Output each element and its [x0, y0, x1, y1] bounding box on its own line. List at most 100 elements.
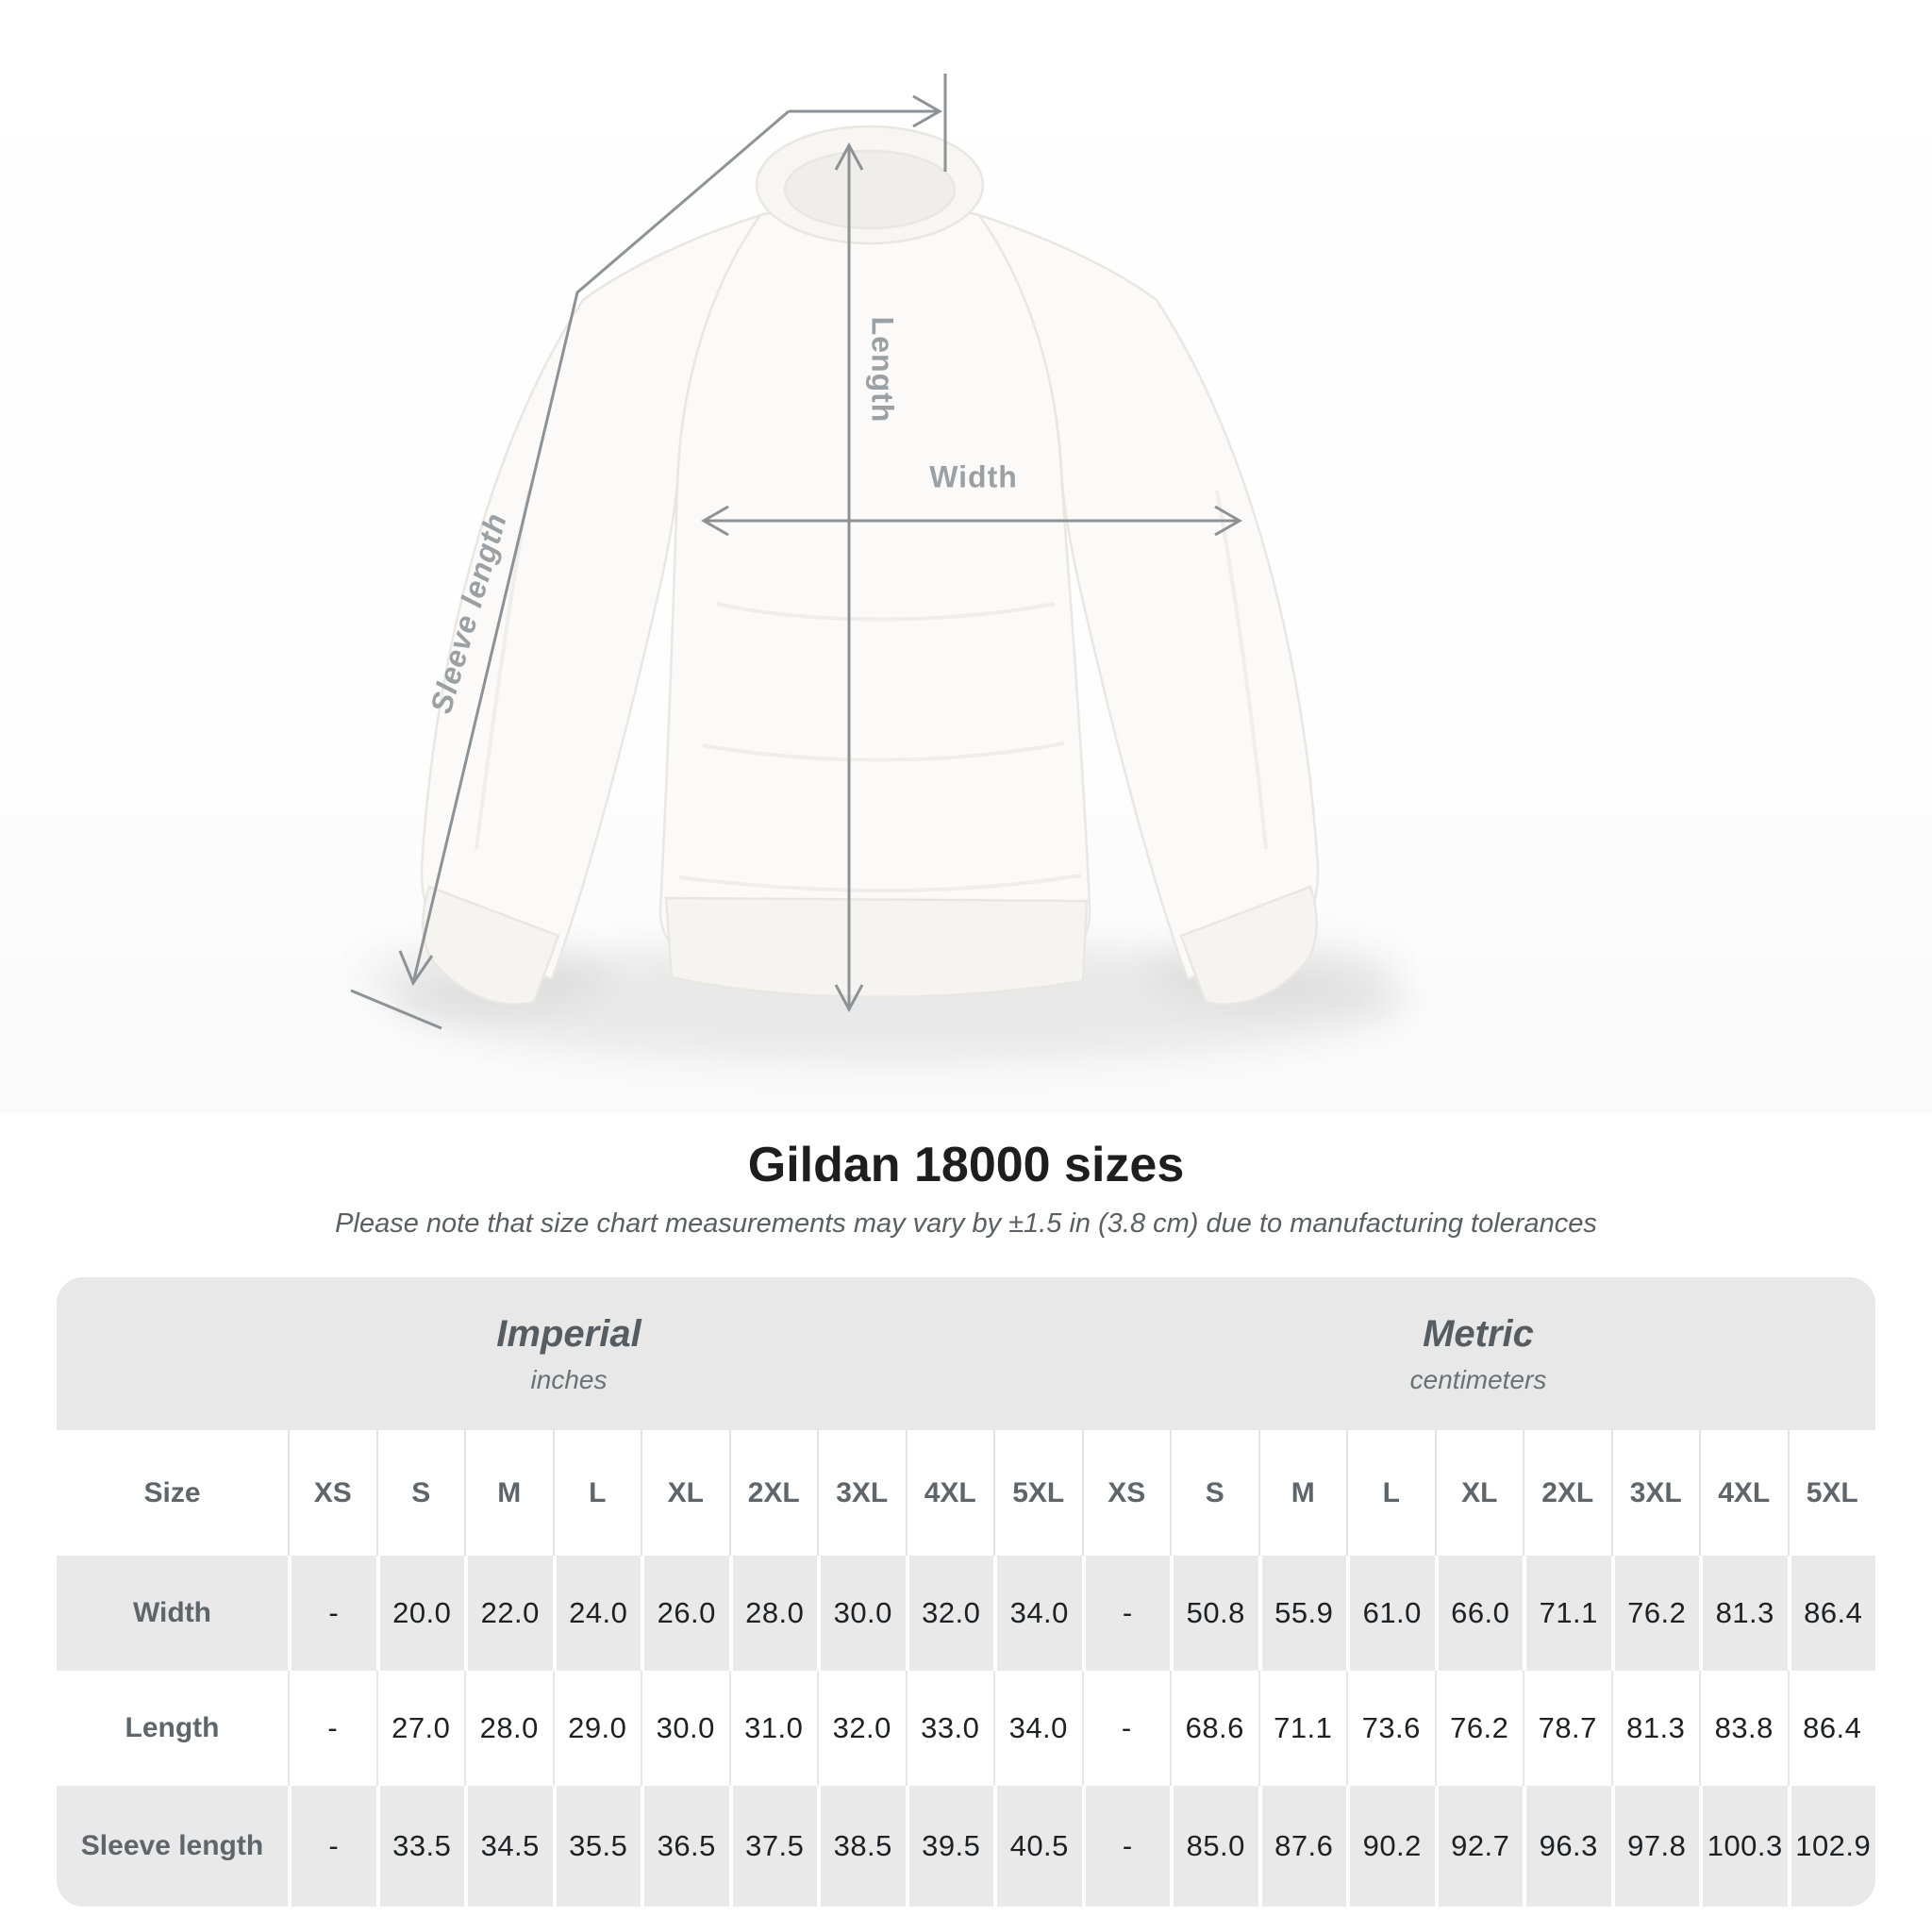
sleeve-measure-diagonal	[411, 109, 790, 984]
cell-imperial: 33.0	[905, 1671, 994, 1786]
column-header-metric-3xl: 3XL	[1610, 1430, 1700, 1556]
cell-metric: 71.1	[1257, 1671, 1347, 1786]
column-header-imperial-xl: XL	[641, 1430, 729, 1556]
cell-imperial: 34.0	[993, 1671, 1082, 1786]
column-header-imperial-3xl: 3XL	[817, 1430, 906, 1556]
cell-metric: 73.6	[1346, 1671, 1435, 1786]
row-label: Sleeve length	[80, 1830, 264, 1861]
cell-metric: -	[1081, 1671, 1171, 1786]
column-header-size: Size	[143, 1476, 201, 1508]
unit-system-band: Imperial inches Metric centimeters	[57, 1277, 1875, 1430]
width-right-arrowhead	[1214, 505, 1243, 537]
cell-metric: 78.7	[1523, 1671, 1611, 1786]
sweatshirt-right-cuff	[1179, 885, 1318, 1006]
cell-imperial: 28.0	[464, 1671, 553, 1786]
wrinkle-lines	[475, 490, 1268, 893]
column-header-metric-2xl: 2XL	[1523, 1430, 1611, 1556]
cell-metric: 68.6	[1170, 1671, 1258, 1786]
cell-imperial: -	[288, 1786, 376, 1907]
metric-group: Metric centimeters	[1081, 1277, 1875, 1430]
column-header-imperial-5xl: 5XL	[993, 1430, 1082, 1556]
cell-metric: 61.0	[1346, 1556, 1435, 1671]
cell-imperial: 40.5	[993, 1786, 1082, 1907]
cell-metric: 86.4	[1787, 1556, 1876, 1671]
width-left-arrowhead	[700, 505, 729, 537]
table-header-row: Size XS S M L XL 2XL 3XL 4XL 5XL XS S M L XL 2XL 3XL 4XL 5…	[57, 1430, 1875, 1556]
column-header-metric-s: S	[1170, 1430, 1258, 1556]
cell-imperial: 37.5	[728, 1786, 818, 1907]
cell-imperial: 32.0	[817, 1671, 906, 1786]
table-row-length: Length -27.0 28.0 29.0 30.0 31.0 32.0 33.0 34.0-…	[57, 1671, 1875, 1786]
cell-imperial: 27.0	[375, 1671, 465, 1786]
cell-imperial: 20.0	[375, 1556, 465, 1671]
column-header-imperial-l: L	[552, 1430, 641, 1556]
size-grid: Size XS S M L XL 2XL 3XL 4XL 5XL XS S M L XL 2XL 3XL 4XL 5…	[57, 1430, 1875, 1907]
cell-imperial: 28.0	[728, 1556, 818, 1671]
cell-metric: 100.3	[1699, 1786, 1788, 1907]
column-header-metric-m: M	[1257, 1430, 1347, 1556]
sweatshirt-left-cuff	[422, 885, 560, 1006]
cell-metric: 92.7	[1434, 1786, 1524, 1907]
sleeve-measure-bottom-tick	[350, 989, 442, 1030]
cell-metric: 81.3	[1699, 1556, 1788, 1671]
cell-metric: 83.8	[1699, 1671, 1788, 1786]
cell-imperial: 38.5	[817, 1786, 906, 1907]
column-header-imperial-2xl: 2XL	[728, 1430, 818, 1556]
cell-metric: 71.1	[1523, 1556, 1611, 1671]
imperial-group: Imperial inches	[57, 1277, 1081, 1430]
table-row-sleeve-length: Sleeve length -33.5 34.5 35.5 36.5 37.5 38.5 39…	[57, 1786, 1875, 1907]
cell-imperial: 30.0	[817, 1556, 906, 1671]
cell-metric: 81.3	[1610, 1671, 1700, 1786]
cell-imperial: 30.0	[641, 1671, 729, 1786]
cell-metric: 87.6	[1257, 1786, 1347, 1907]
column-header-metric-5xl: 5XL	[1787, 1430, 1876, 1556]
column-header-metric-l: L	[1346, 1430, 1435, 1556]
cell-imperial: 34.0	[993, 1556, 1082, 1671]
sleeve-measure-bottom-arrowhead	[398, 950, 434, 987]
cell-metric: 76.2	[1610, 1556, 1700, 1671]
cell-metric: -	[1081, 1786, 1171, 1907]
tolerance-note: Please note that size chart measurements…	[335, 1208, 1597, 1239]
cell-imperial: -	[288, 1556, 376, 1671]
sleeve-measure-right-arrowhead	[912, 94, 943, 128]
sweatshirt-illustration	[350, 74, 1410, 1062]
cell-imperial: 31.0	[728, 1671, 818, 1786]
table-row-width: Width -20.0 22.0 24.0 26.0 28.0 30.0 32.0 34.0-5…	[57, 1556, 1875, 1671]
cell-metric: -	[1081, 1556, 1171, 1671]
cell-metric: 76.2	[1434, 1671, 1524, 1786]
cell-imperial: 29.0	[552, 1671, 641, 1786]
cell-metric: 85.0	[1170, 1786, 1258, 1907]
column-header-metric-xs: XS	[1081, 1430, 1171, 1556]
column-header-imperial-s: S	[375, 1430, 465, 1556]
metric-group-unit: centimeters	[1409, 1364, 1547, 1394]
sweatshirt-hem	[664, 896, 1089, 999]
cell-metric: 86.4	[1787, 1671, 1876, 1786]
cell-imperial: 33.5	[375, 1786, 465, 1907]
length-bottom-arrowhead	[834, 984, 864, 1013]
cell-metric: 66.0	[1434, 1556, 1524, 1671]
cell-imperial: 22.0	[464, 1556, 553, 1671]
column-header-metric-4xl: 4XL	[1699, 1430, 1788, 1556]
length-measure-label: Length	[865, 316, 900, 424]
column-header-imperial-xs: XS	[288, 1430, 376, 1556]
cell-imperial: 36.5	[641, 1786, 729, 1907]
cell-metric: 97.8	[1610, 1786, 1700, 1907]
column-header-metric-xl: XL	[1434, 1430, 1524, 1556]
sweatshirt-collar-opening	[783, 149, 957, 230]
imperial-group-unit: inches	[530, 1364, 608, 1394]
cell-metric: 96.3	[1523, 1786, 1611, 1907]
metric-group-label: Metric	[1423, 1312, 1534, 1355]
cell-metric: 90.2	[1346, 1786, 1435, 1907]
cell-imperial: 35.5	[552, 1786, 641, 1907]
cell-metric: 50.8	[1170, 1556, 1258, 1671]
cell-imperial: 32.0	[905, 1556, 994, 1671]
column-header-imperial-4xl: 4XL	[905, 1430, 994, 1556]
cell-metric: 102.9	[1787, 1786, 1876, 1907]
page-title: Gildan 18000 sizes	[747, 1138, 1185, 1192]
length-top-arrowhead	[834, 142, 864, 171]
row-label: Width	[132, 1597, 212, 1628]
size-chart-table: Imperial inches Metric centimeters Size X…	[57, 1277, 1875, 1907]
cell-imperial: 39.5	[905, 1786, 994, 1907]
imperial-group-label: Imperial	[496, 1312, 641, 1355]
cell-imperial: -	[288, 1671, 376, 1786]
